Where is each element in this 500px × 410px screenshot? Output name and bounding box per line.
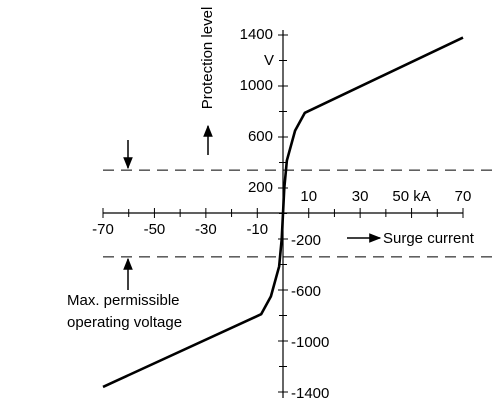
y-tick-label: -1400 <box>291 385 329 402</box>
x-tick-label: 70 <box>455 188 472 205</box>
x-tick-label: 30 <box>352 188 369 205</box>
y-tick-label: -200 <box>291 232 321 249</box>
y-tick-label: 1000 <box>240 77 273 94</box>
y-tick-label: 1400 <box>240 26 273 43</box>
y-unit: V <box>264 52 274 69</box>
x-axis-label: Surge current <box>383 230 475 247</box>
annotation: operating voltage <box>67 314 182 331</box>
curve <box>102 36 464 389</box>
y-axis-label: Protection level <box>199 7 216 110</box>
x-tick-label: -30 <box>195 221 217 238</box>
y-tick-label: -600 <box>291 283 321 300</box>
x-tick-label: 10 <box>300 188 317 205</box>
x-tick-label: -50 <box>144 221 166 238</box>
x-tick-label: -10 <box>246 221 268 238</box>
y-tick-label: 600 <box>248 128 273 145</box>
y-tick-label: -1000 <box>291 334 329 351</box>
annotation: Max. permissible <box>67 292 180 309</box>
x-tick-label: -70 <box>92 221 114 238</box>
y-tick-label: 200 <box>248 179 273 196</box>
x-tick-label: 50 kA <box>392 188 430 205</box>
